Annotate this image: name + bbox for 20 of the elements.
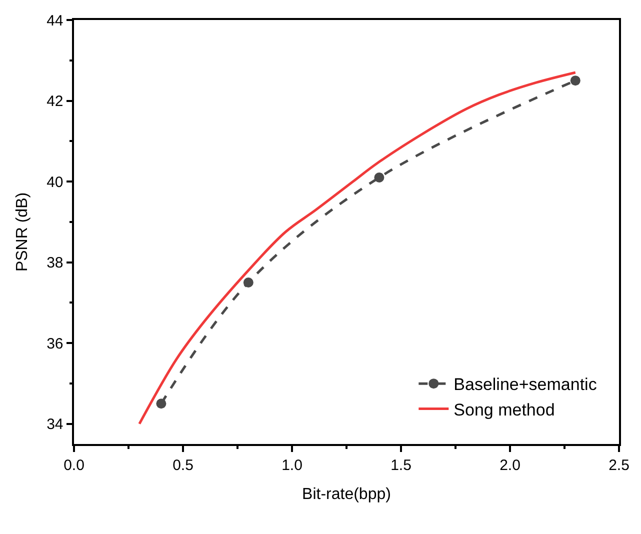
y-tick-label: 44 — [46, 12, 64, 30]
x-tick-label: 2.0 — [500, 456, 520, 474]
y-tick-label: 40 — [46, 174, 64, 191]
x-axis-title: Bit-rate(bpp) — [302, 486, 391, 503]
y-tick-label: 42 — [46, 93, 64, 110]
x-tick-label: 0.0 — [64, 456, 84, 474]
point — [374, 172, 384, 182]
y-tick-label: 38 — [46, 254, 64, 272]
x-tick-label: 1.5 — [390, 456, 412, 474]
legend-label: Song method — [454, 400, 555, 420]
x-tick-label: 2.5 — [608, 456, 630, 474]
point — [243, 277, 254, 288]
point — [156, 398, 166, 409]
point — [570, 76, 580, 86]
x-tick-label: 0.5 — [172, 456, 194, 474]
y-tick-label: 34 — [46, 416, 64, 434]
x-tick-label: 1.0 — [282, 456, 302, 474]
y-axis-title: PSNR (dB) — [14, 192, 31, 272]
legend-label: Baseline+semantic — [454, 375, 598, 394]
y-tick-label: 36 — [46, 335, 64, 352]
